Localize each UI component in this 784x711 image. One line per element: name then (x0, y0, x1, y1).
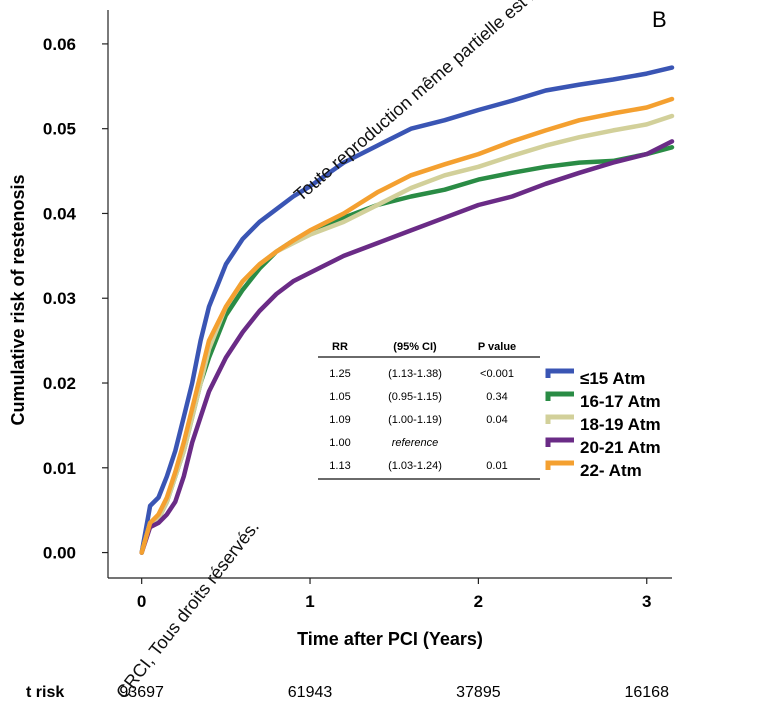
at-risk-value: 61943 (288, 684, 333, 701)
table-cell: 1.25 (329, 368, 350, 380)
table-cell: 1.09 (329, 414, 350, 426)
series-line (139, 113, 675, 555)
y-tick-label: 0.02 (43, 374, 76, 393)
legend-swatch (545, 368, 574, 378)
panel-label: B (652, 7, 667, 32)
at-risk-label: t risk (26, 684, 64, 701)
legend: ≤15 Atm 16-17 Atm 18-19 Atm 20-21 Atm 22- At… (545, 368, 661, 480)
legend-swatch (545, 414, 574, 424)
table-cell: 1.05 (329, 391, 350, 403)
table-cell: 0.34 (486, 391, 507, 403)
table-cell: 0.01 (486, 460, 507, 472)
table-cell: (0.95-1.15) (388, 391, 442, 403)
table-cell: <0.001 (480, 368, 514, 380)
legend-label: 20-21 Atm (580, 438, 661, 457)
series-lines (139, 65, 675, 555)
y-tick-label: 0.04 (43, 204, 77, 223)
y-tick-label: 0.03 (43, 289, 76, 308)
legend-swatch (545, 460, 574, 470)
table-cell: 1.00 (329, 437, 350, 449)
series-line (139, 139, 675, 555)
legend-label: 18-19 Atm (580, 415, 661, 434)
y-tick-label: 0.05 (43, 120, 76, 139)
table-cell: reference (392, 437, 438, 449)
series-line (139, 65, 675, 555)
x-tick-label: 0 (137, 592, 146, 611)
y-tick-label: 0.00 (43, 544, 76, 563)
at-risk-value: 16168 (624, 684, 669, 701)
table-header: (95% CI) (393, 341, 437, 353)
rr-table: RR (95% CI) P value 1.25 (1.13-1.38) <0.001 1.… (318, 341, 540, 480)
at-risk-row: t risk 93697 61943 37895 16168 (26, 684, 669, 701)
table-cell: (1.00-1.19) (388, 414, 442, 426)
legend-swatch (545, 391, 574, 401)
at-risk-value: 93697 (119, 684, 164, 701)
table-cell: 0.04 (486, 414, 507, 426)
table-header: P value (478, 341, 516, 353)
x-tick-label: 3 (642, 592, 651, 611)
table-cell: 1.13 (329, 460, 350, 472)
y-tick-label: 0.01 (43, 459, 76, 478)
y-tick-label: 0.06 (43, 35, 76, 54)
y-axis-label: Cumulative risk of restenosis (8, 174, 28, 425)
table-cell: (1.03-1.24) (388, 460, 442, 472)
x-tick-label: 1 (305, 592, 314, 611)
legend-label: 16-17 Atm (580, 392, 661, 411)
table-header: RR (332, 341, 348, 353)
legend-label: ≤15 Atm (580, 369, 645, 388)
at-risk-value: 37895 (456, 684, 501, 701)
axes: 0.00 0.01 0.02 0.03 0.04 0.05 0.06 0 1 2 3 (43, 10, 672, 611)
legend-swatch (545, 437, 574, 447)
x-tick-label: 2 (474, 592, 483, 611)
table-cell: (1.13-1.38) (388, 368, 442, 380)
series-line (139, 96, 675, 555)
legend-label: 22- Atm (580, 461, 642, 480)
x-axis-label: Time after PCI (Years) (297, 629, 483, 649)
